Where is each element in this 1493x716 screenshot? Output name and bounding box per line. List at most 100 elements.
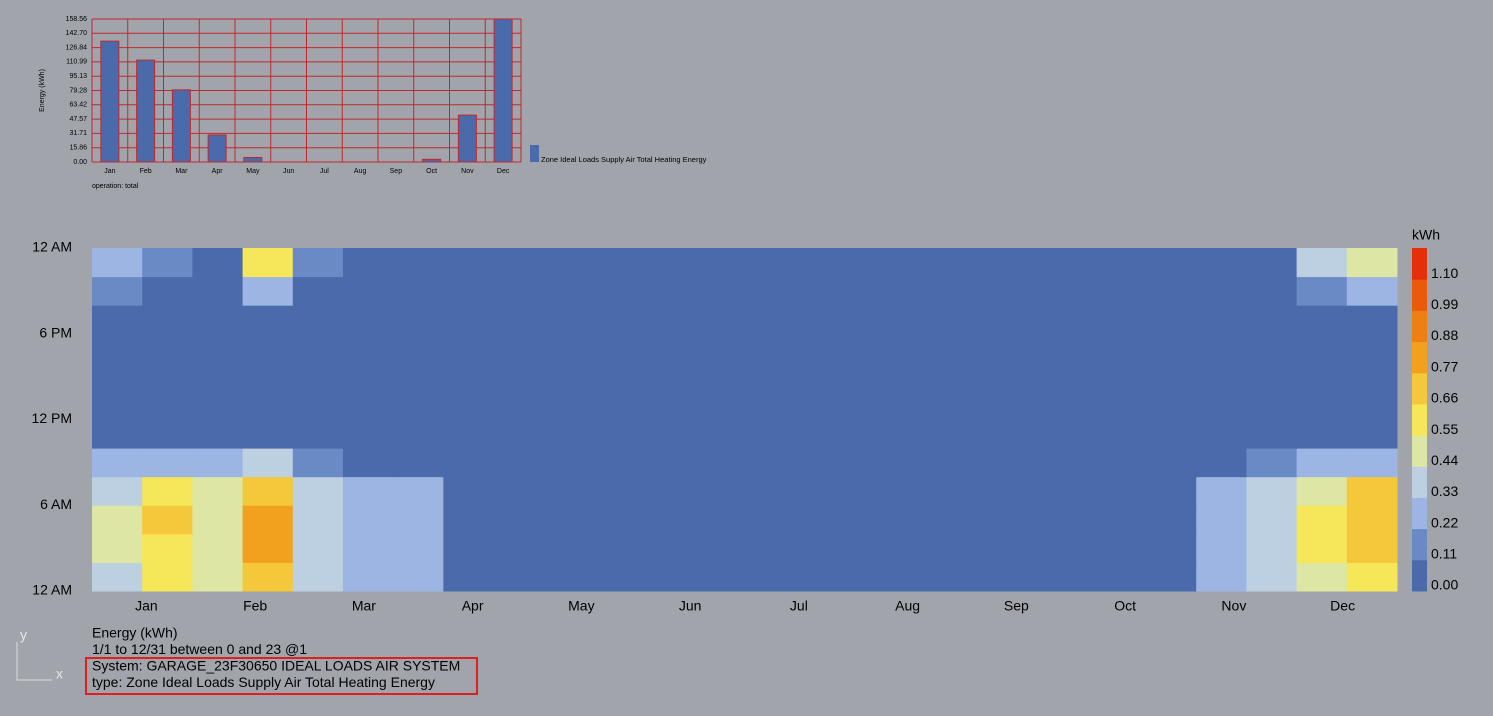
heat-cell [192,305,244,335]
heat-cell [744,476,796,506]
heat-cell [744,390,796,420]
heat-cell [242,276,294,306]
heat-cell [945,390,996,420]
heat-cell [92,248,143,278]
colorbar-band [1412,403,1427,436]
heat-cell [844,476,896,506]
y-tick-label: 0.00 [73,159,87,166]
heat-cell [443,333,495,363]
heat-cell [242,448,294,478]
heat-cell [242,476,294,506]
heat-cell [292,533,344,563]
heat-cell [644,276,695,306]
y-tick-label: 6 PM [39,324,72,340]
colorbar-tick-label: 0.33 [1431,483,1458,499]
heat-cell [593,276,645,306]
heat-cell [342,448,394,478]
heat-cell [1196,390,1247,420]
heat-cell [192,448,244,478]
heat-cell [493,448,545,478]
heat-cell [644,533,695,563]
heat-cell [744,333,796,363]
bar [136,59,156,163]
heat-cell [1095,533,1147,563]
heat-cell [895,419,946,449]
heat-cell [543,476,595,506]
colorbar-tick-label: 0.66 [1431,390,1458,406]
heat-cell [1196,305,1247,335]
y-tick-label: 126.84 [66,44,88,51]
heat-cell [644,505,695,535]
heat-cell [995,362,1047,392]
heat-cell [694,390,745,420]
heat-cell [1246,448,1298,478]
heat-cell [945,305,996,335]
heat-cell [945,333,996,363]
bar [100,40,120,163]
x-tick-label: Mar [352,598,376,614]
bar [243,156,263,163]
heat-cell [393,562,444,592]
heat-cell [644,362,695,392]
heat-cell [744,305,796,335]
heat-cell [1146,390,1197,420]
note: operation: total [92,183,139,190]
heat-cell [694,562,745,592]
heat-cell [995,533,1047,563]
heat-cell [1095,390,1147,420]
x-tick-label: Jul [790,598,808,614]
bar [207,134,227,163]
caption-line: Energy (kWh) [92,625,178,641]
heat-cell [493,533,545,563]
heat-cell [292,390,344,420]
colorbar-tick-label: 0.55 [1431,421,1458,437]
heat-cell [794,448,846,478]
heat-cell [995,476,1047,506]
heat-cell [844,362,896,392]
heat-cell [694,505,745,535]
heat-cell [1196,448,1247,478]
heat-cell [543,390,595,420]
heat-cell [945,505,996,535]
heat-cell [242,533,294,563]
heat-cell [1246,305,1298,335]
heat-cell [744,248,796,278]
heat-cell [1146,562,1197,592]
heat-cell [995,248,1047,278]
heat-cell [895,562,946,592]
heat-cell [593,562,645,592]
heat-cell [1246,362,1298,392]
heat-cell [744,533,796,563]
heat-cell [242,505,294,535]
heat-cell [593,476,645,506]
heat-cell [142,276,193,306]
heat-cell [1045,390,1097,420]
heat-cell [493,562,545,592]
colorbar-band [1412,279,1427,311]
colorbar-band [1412,435,1427,467]
heat-cell [844,533,896,563]
heat-cell [644,448,695,478]
heat-cell [1346,476,1398,506]
heat-cell [744,505,796,535]
x-tick-label: May [568,598,594,614]
heat-cell [1146,248,1197,278]
heat-cell [192,562,244,592]
heat-cell [493,276,545,306]
heat-cell [393,276,444,306]
heat-cell [995,419,1047,449]
heat-cell [92,305,143,335]
y-tick-label: 6 AM [40,496,72,512]
colorbar-tick-label: 0.88 [1431,327,1458,343]
heat-cell [242,362,294,392]
x-tick-label: Jan [135,598,158,614]
heat-cell [844,276,896,306]
heat-cell [142,533,193,563]
heat-cell [844,333,896,363]
heat-cell [1196,333,1247,363]
heat-cell [92,562,143,592]
heat-cell [1146,419,1197,449]
heat-cell [242,305,294,335]
y-tick-label: 158.56 [66,16,88,23]
